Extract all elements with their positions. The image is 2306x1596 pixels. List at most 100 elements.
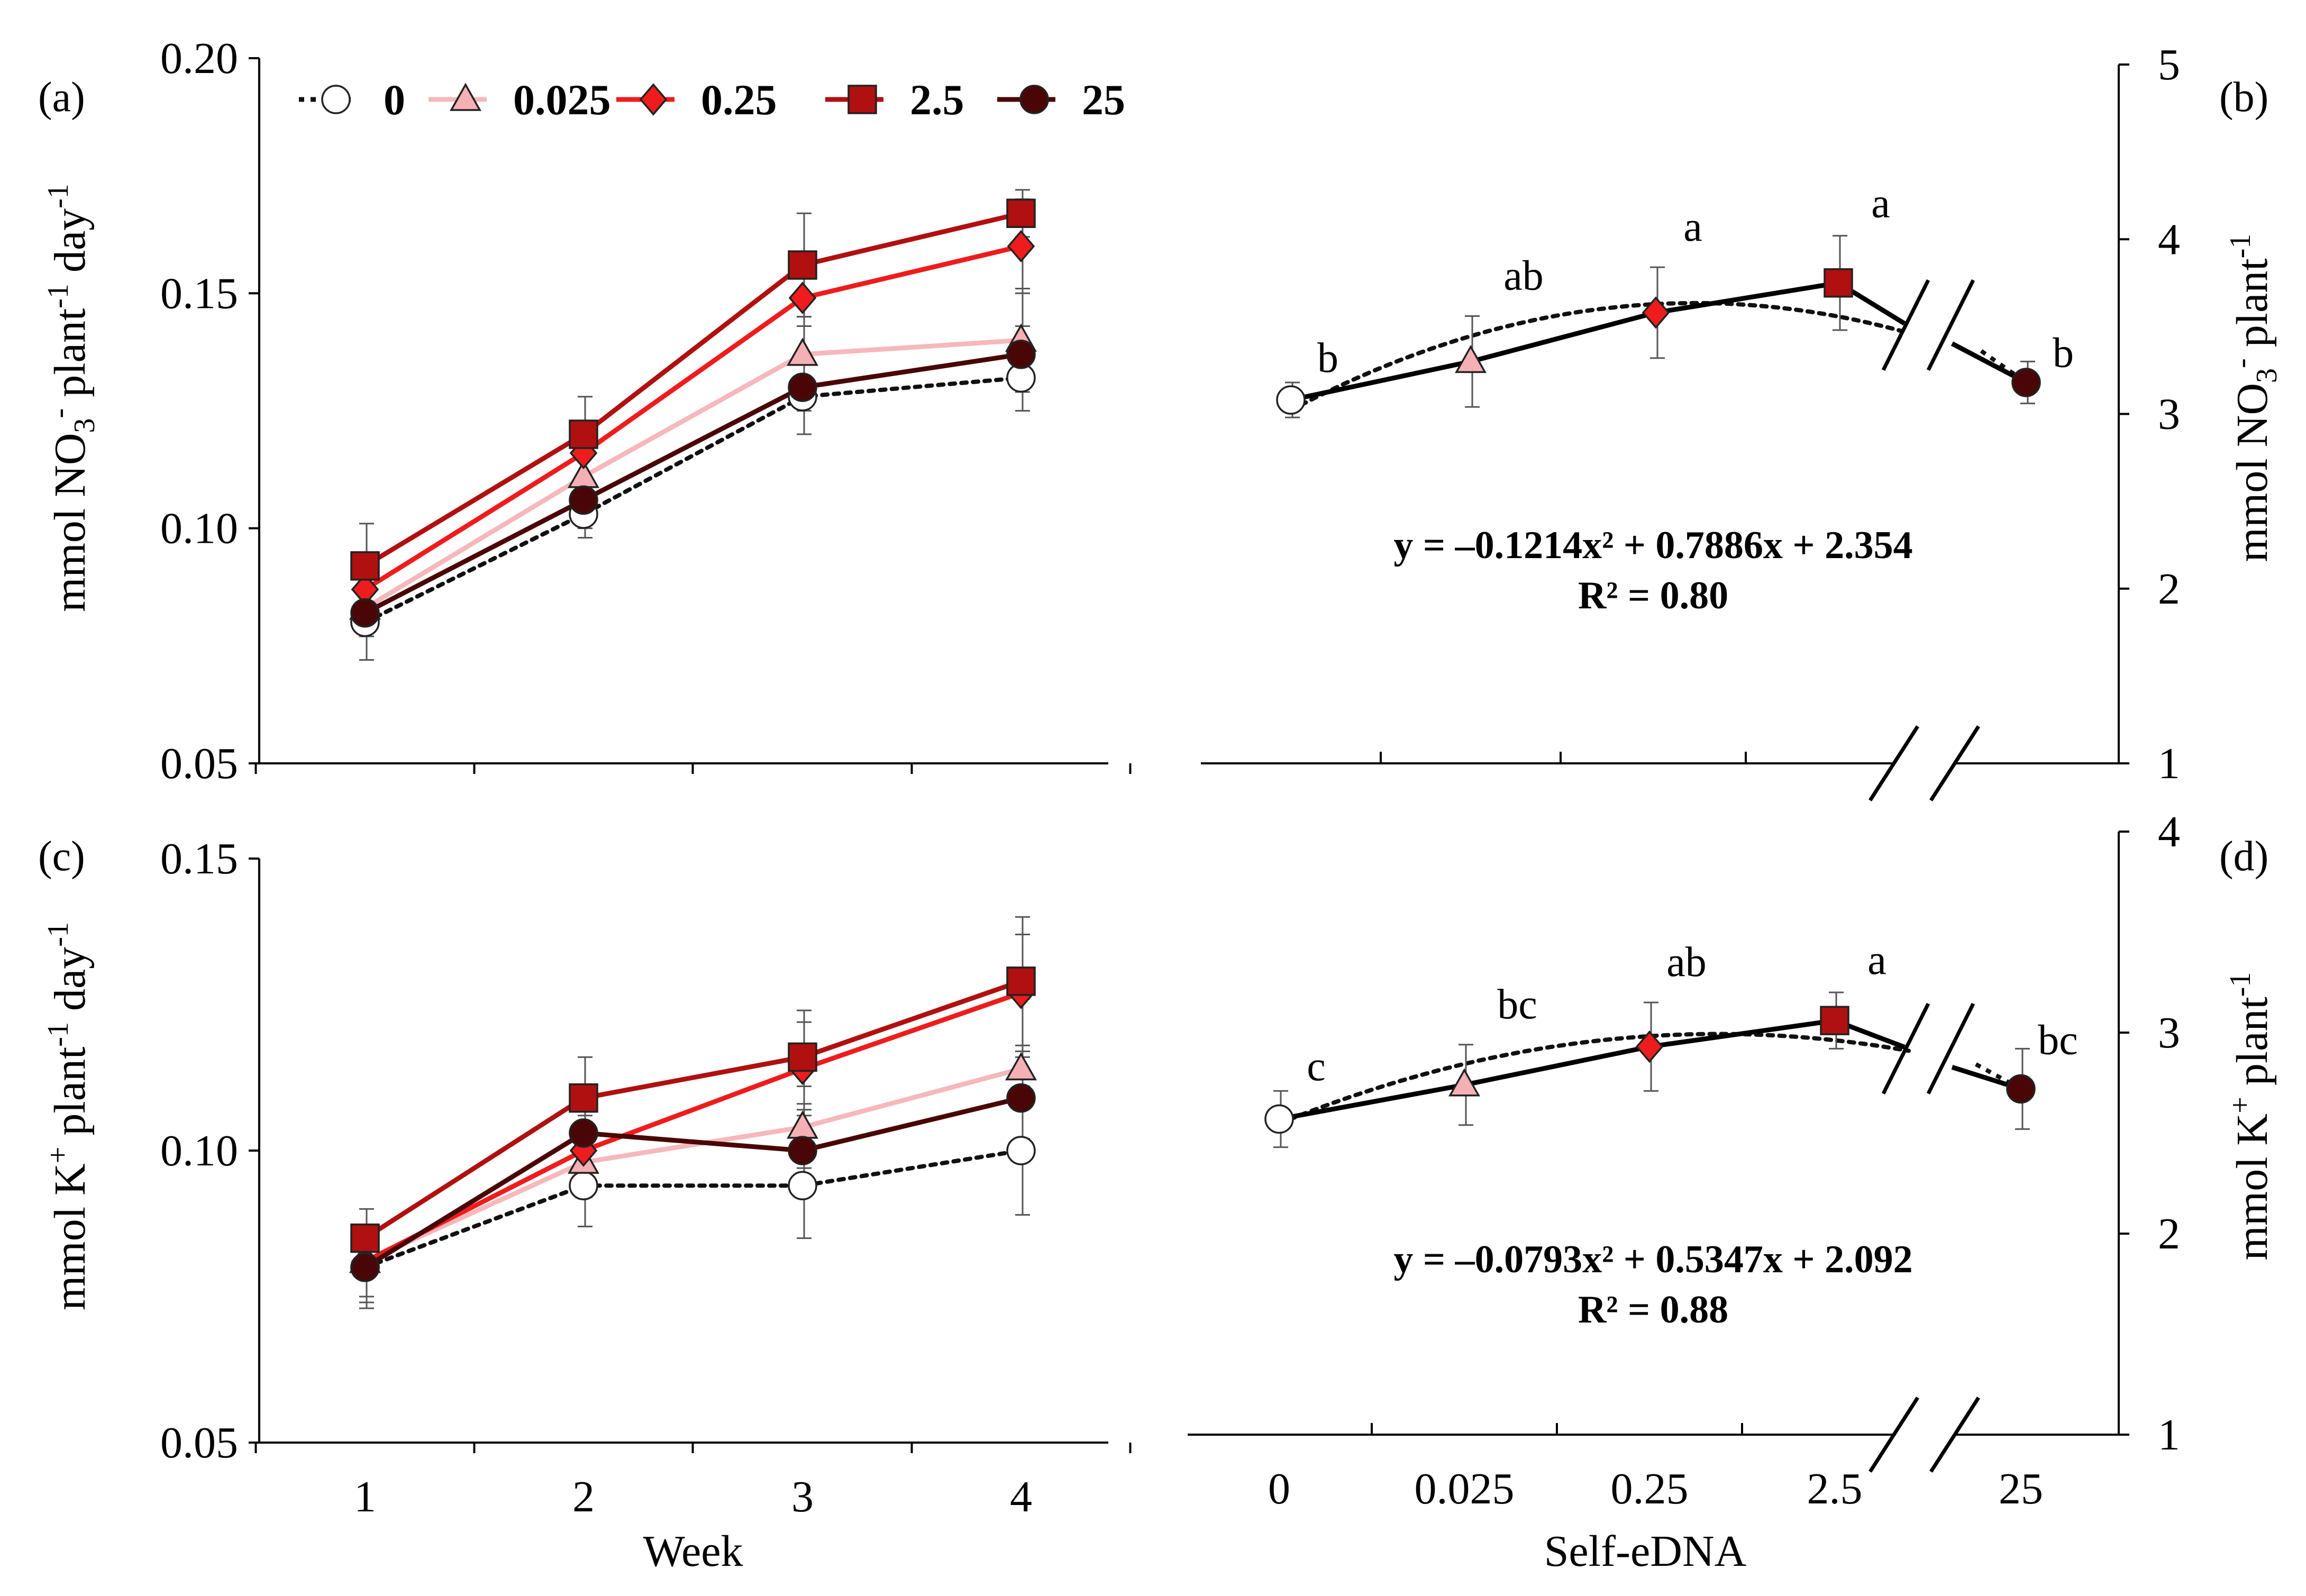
y-tick-label-c: 0.10	[160, 1126, 238, 1175]
point-b-0	[1276, 385, 1306, 415]
equation-b: y = –0.1214x² + 0.7886x + 2.354	[1393, 524, 1912, 567]
series-line-c-2.5	[362, 979, 1024, 1241]
point-c-2.5	[788, 1042, 817, 1072]
point-c-0	[569, 1171, 598, 1200]
x-tick-label-c: 2	[572, 1472, 595, 1521]
point-a-2.5	[569, 419, 598, 449]
point-b-25	[2011, 368, 2041, 397]
legend-marker-0.025	[450, 83, 481, 111]
point-a-25	[350, 598, 380, 628]
x-tick-label-d: 2.5	[1807, 1464, 1863, 1513]
axis-break-mark-b	[1929, 725, 1980, 801]
series-line-a-0.025	[362, 338, 1024, 611]
point-c-2.5	[569, 1083, 598, 1113]
line-break-mark-b	[1881, 279, 1930, 371]
series-line-a-0	[363, 376, 1023, 625]
y-tick-label-b: 2	[2158, 564, 2180, 614]
significance-letter-b: a	[1871, 180, 1890, 227]
point-d-0	[1264, 1104, 1294, 1134]
y-tick-label-d: 1	[2158, 1410, 2180, 1460]
legend-label-25: 25	[1082, 76, 1125, 124]
point-c-2.5	[1006, 966, 1036, 996]
panel-label-a: (a)	[38, 74, 85, 121]
y-tick-label-b: 4	[2158, 215, 2180, 264]
x-tick-label-c: 4	[1010, 1472, 1032, 1521]
significance-letter-b: b	[1317, 335, 1338, 381]
y-tick-label-d: 2	[2158, 1209, 2180, 1258]
fit-curve-d	[1277, 1032, 1911, 1126]
line-break-mark-d	[1881, 1002, 1930, 1095]
point-a-0.025	[787, 338, 818, 366]
point-c-2.5	[350, 1223, 380, 1253]
y-tick-label-a: 0.05	[160, 739, 238, 788]
x-tick-label-d: 0.025	[1415, 1464, 1515, 1513]
series-line-c-0.25	[362, 990, 1024, 1264]
significance-letter-b: a	[1683, 204, 1702, 250]
series-line-c-0.025	[362, 1066, 1024, 1264]
y-tick-label-b: 1	[2158, 739, 2180, 788]
legend-label-0.25: 0.25	[701, 76, 777, 124]
y-axis-title-a: mmol NO3- plant-1 day-1	[42, 184, 101, 612]
y-tick-label-b: 5	[2158, 40, 2180, 89]
y-axis-title-b: mmol NO3- plant-1	[2224, 234, 2283, 562]
point-a-2.5	[350, 551, 380, 581]
fit-curve-d-tail	[1975, 1062, 2022, 1091]
point-d-2.5	[1820, 1006, 1849, 1035]
axis-break-mark-d	[1869, 1397, 1919, 1473]
y-tick-label-c: 0.05	[160, 1418, 238, 1467]
significance-letter-d: bc	[2038, 1017, 2078, 1063]
legend-marker-25	[1019, 85, 1049, 114]
x-tick-label-d: 25	[1999, 1464, 2043, 1513]
point-c-0	[1006, 1136, 1036, 1165]
x-axis-title-c: Week	[643, 1527, 743, 1576]
significance-letter-d: bc	[1497, 981, 1537, 1028]
series-line-a-0.25	[362, 243, 1024, 592]
series-line-d	[1279, 1018, 1906, 1121]
point-c-25	[788, 1136, 817, 1165]
fit-curve-b-tail	[1980, 349, 2028, 385]
line-break-mark-d	[1926, 1002, 1975, 1095]
y-tick-label-b: 3	[2158, 390, 2180, 439]
y-tick-label-d: 4	[2158, 807, 2180, 856]
point-a-0.25	[1007, 230, 1035, 263]
series-line-a-25	[362, 352, 1024, 616]
series-line-c-0	[363, 1148, 1023, 1270]
point-a-2.5	[788, 250, 817, 280]
equation-d: y = –0.0793x² + 0.5347x + 2.092	[1393, 1238, 1912, 1281]
point-c-25	[1006, 1083, 1036, 1113]
r2-b: R² = 0.80	[1578, 574, 1728, 617]
point-c-0	[788, 1171, 817, 1200]
panel-label-b: (b)	[2219, 74, 2268, 121]
point-a-25	[1006, 340, 1036, 369]
y-tick-label-d: 3	[2158, 1008, 2180, 1057]
significance-letter-d: ab	[1666, 939, 1707, 986]
legend-marker-0	[321, 85, 351, 114]
legend-label-0: 0	[384, 76, 405, 124]
y-tick-label-c: 0.15	[160, 834, 238, 883]
line-break-mark-b	[1926, 279, 1975, 371]
legend-label-0.025: 0.025	[513, 76, 611, 124]
axis-break-mark-b	[1869, 725, 1919, 801]
point-d-0.025	[1448, 1068, 1480, 1097]
point-b-0.25	[1642, 296, 1670, 329]
point-d-0.25	[1635, 1030, 1664, 1063]
point-a-25	[788, 372, 817, 402]
point-d-25	[2006, 1074, 2036, 1104]
x-tick-label-c: 3	[791, 1472, 814, 1521]
axis-break-mark-d	[1929, 1397, 1980, 1473]
x-tick-label-d: 0.25	[1611, 1464, 1689, 1513]
panel-label-d: (d)	[2219, 833, 2268, 880]
point-b-2.5	[1824, 268, 1853, 298]
point-b-0.025	[1455, 344, 1487, 373]
y-axis-title-d: mmol K+ plant-1	[2224, 972, 2277, 1261]
point-a-2.5	[1006, 198, 1036, 229]
x-axis-title-d: Self-eDNA	[1544, 1527, 1747, 1576]
significance-letter-d: c	[1307, 1043, 1326, 1090]
x-tick-label-d: 0	[1268, 1464, 1290, 1513]
fit-curve-b	[1289, 300, 1904, 413]
point-c-0.025	[1005, 1052, 1037, 1081]
y-tick-label-a: 0.15	[160, 269, 238, 318]
point-a-25	[569, 485, 598, 515]
point-c-25	[350, 1253, 380, 1282]
